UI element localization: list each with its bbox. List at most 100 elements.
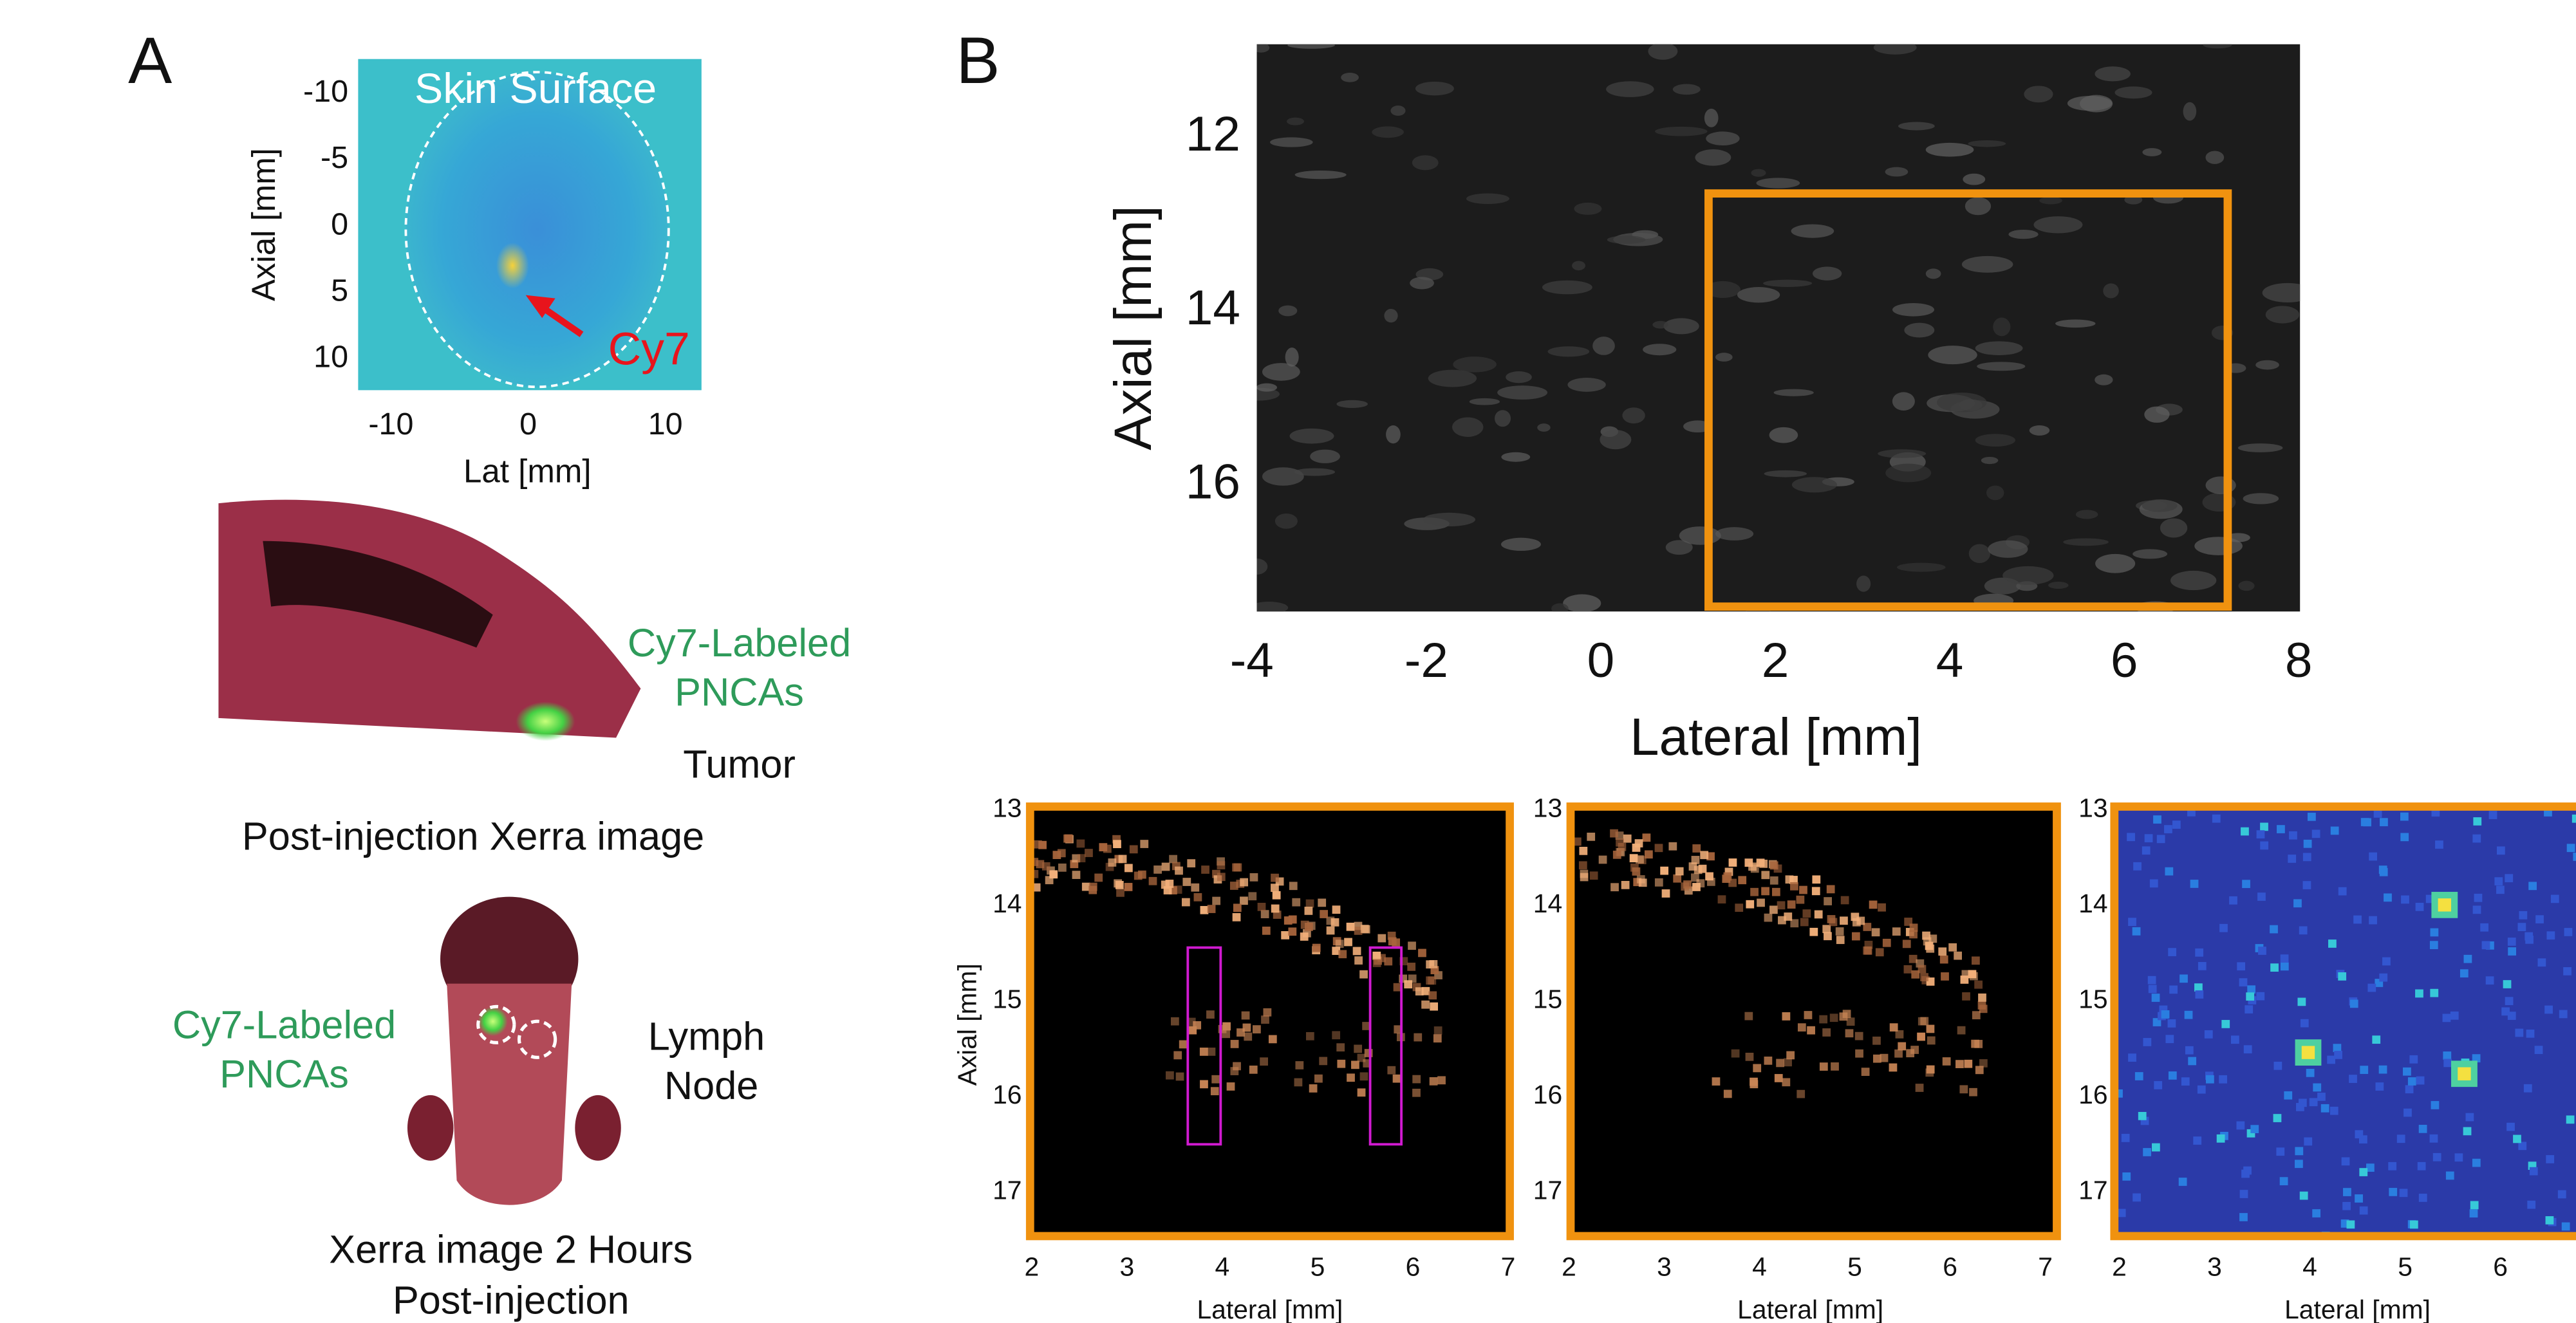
signal-pixel xyxy=(1797,1023,1806,1032)
map-pixel xyxy=(2219,923,2228,932)
signal-pixel xyxy=(1909,930,1918,939)
map-pixel xyxy=(2561,1222,2570,1231)
map-pixel xyxy=(2430,928,2439,937)
signal-pixel xyxy=(1049,870,1058,879)
map-pixel xyxy=(2527,1200,2536,1209)
signal-pixel xyxy=(1809,927,1818,936)
signal-pixel xyxy=(1942,1057,1951,1066)
map-pixel xyxy=(2260,822,2268,831)
map-pixel xyxy=(2204,1030,2213,1039)
signal-pixel xyxy=(1230,1040,1239,1048)
map-pixel xyxy=(2363,818,2371,827)
map-pixel xyxy=(2293,899,2302,908)
speckle xyxy=(1704,281,1741,299)
signal-pixel xyxy=(1232,863,1240,872)
signal-pixel xyxy=(1618,842,1627,851)
signal-pixel xyxy=(1610,829,1618,838)
map-pixel xyxy=(2480,923,2489,932)
speckle xyxy=(2205,151,2225,164)
y-tick-label: 5 xyxy=(331,273,348,308)
signal-pixel xyxy=(1426,976,1435,985)
signal-pixel xyxy=(1222,1030,1231,1039)
map-pixel xyxy=(2320,1104,2329,1113)
xerra-side-cavity xyxy=(263,541,493,648)
signal-pixel xyxy=(1222,1022,1231,1031)
signal-pixel xyxy=(1824,932,1832,941)
map-pixel xyxy=(2219,1075,2228,1084)
signal-pixel xyxy=(1428,991,1437,1000)
speckle xyxy=(1663,318,1699,335)
signal-pixel xyxy=(1977,1001,1986,1010)
signal-pixel xyxy=(1199,1048,1208,1056)
speckle xyxy=(1898,122,1935,131)
map-pixel xyxy=(2537,958,2546,967)
signal-pixel xyxy=(1257,903,1266,911)
speckle xyxy=(1622,407,1645,424)
map-pixel xyxy=(2147,976,2156,985)
map-pixel xyxy=(2409,1220,2418,1229)
speckle xyxy=(1256,558,1268,575)
signal-pixel xyxy=(1769,876,1778,885)
signal-pixel xyxy=(1281,931,1290,939)
map-pixel xyxy=(2341,1157,2350,1166)
signal-pixel xyxy=(1344,938,1352,947)
signal-pixel xyxy=(1769,905,1778,914)
signal-pixel xyxy=(1939,955,1948,964)
inset-border xyxy=(1025,802,1514,1241)
signal-pixel xyxy=(1909,954,1918,963)
signal-pixel xyxy=(1744,1012,1753,1021)
y-tick-label: 13 xyxy=(1533,793,1562,822)
signal-pixel xyxy=(1161,862,1170,871)
signal-pixel xyxy=(1799,885,1807,894)
signal-pixel xyxy=(1200,1080,1208,1089)
speckle xyxy=(2142,499,2178,512)
signal-pixel xyxy=(1233,903,1242,912)
signal-pixel xyxy=(1175,1072,1184,1081)
signal-pixel xyxy=(1712,1077,1721,1086)
signal-pixel xyxy=(1796,895,1805,904)
map-pixel xyxy=(2529,1167,2538,1176)
map-pixel xyxy=(2247,985,2256,994)
speckle xyxy=(1665,540,1693,555)
signal-pixel xyxy=(1357,1053,1366,1062)
speckle xyxy=(1652,320,1668,329)
map-pixel xyxy=(2513,1134,2521,1143)
inset-border xyxy=(2110,802,2576,1241)
map-pixel xyxy=(2128,1053,2136,1062)
speckle xyxy=(1977,362,2026,371)
signal-pixel xyxy=(1926,1024,1935,1033)
signal-pixel xyxy=(1182,878,1191,886)
map-pixel xyxy=(2366,1163,2375,1172)
signal-pixel xyxy=(1917,1032,1925,1041)
map-pixel xyxy=(2550,894,2559,903)
map-pixel xyxy=(2405,1085,2414,1094)
map-pixel xyxy=(2197,1085,2206,1094)
signal-pixel xyxy=(1175,866,1183,875)
speckle xyxy=(1878,449,1927,458)
signal-pixel xyxy=(1113,840,1121,849)
map-pixel xyxy=(2375,1082,2384,1091)
map-pixel xyxy=(2239,1213,2248,1221)
signal-pixel xyxy=(1118,855,1127,864)
signal-pixel xyxy=(1261,1015,1269,1024)
signal-pixel xyxy=(1268,1035,1277,1044)
speckle xyxy=(2133,549,2168,559)
map-pixel xyxy=(2276,1147,2285,1156)
signal-pixel xyxy=(1217,873,1226,882)
signal-pixel xyxy=(1964,1059,1973,1068)
map-pixel xyxy=(2273,1114,2282,1122)
signal-pixel xyxy=(1314,1074,1323,1083)
signal-pixel xyxy=(1892,927,1901,936)
signal-pixel xyxy=(1173,1051,1182,1060)
signal-pixel xyxy=(1761,887,1769,896)
x-tick-label: 4 xyxy=(2302,1252,2317,1282)
map-pixel xyxy=(2241,827,2249,836)
map-pixel xyxy=(2355,1130,2364,1139)
signal-pixel xyxy=(1179,1040,1188,1049)
map-pixel xyxy=(2474,893,2483,902)
map-pixel xyxy=(2117,1208,2126,1217)
map-pixel xyxy=(2270,925,2278,934)
signal-pixel xyxy=(1812,875,1821,884)
signal-pixel xyxy=(1304,907,1313,915)
speckle xyxy=(1873,44,1917,55)
